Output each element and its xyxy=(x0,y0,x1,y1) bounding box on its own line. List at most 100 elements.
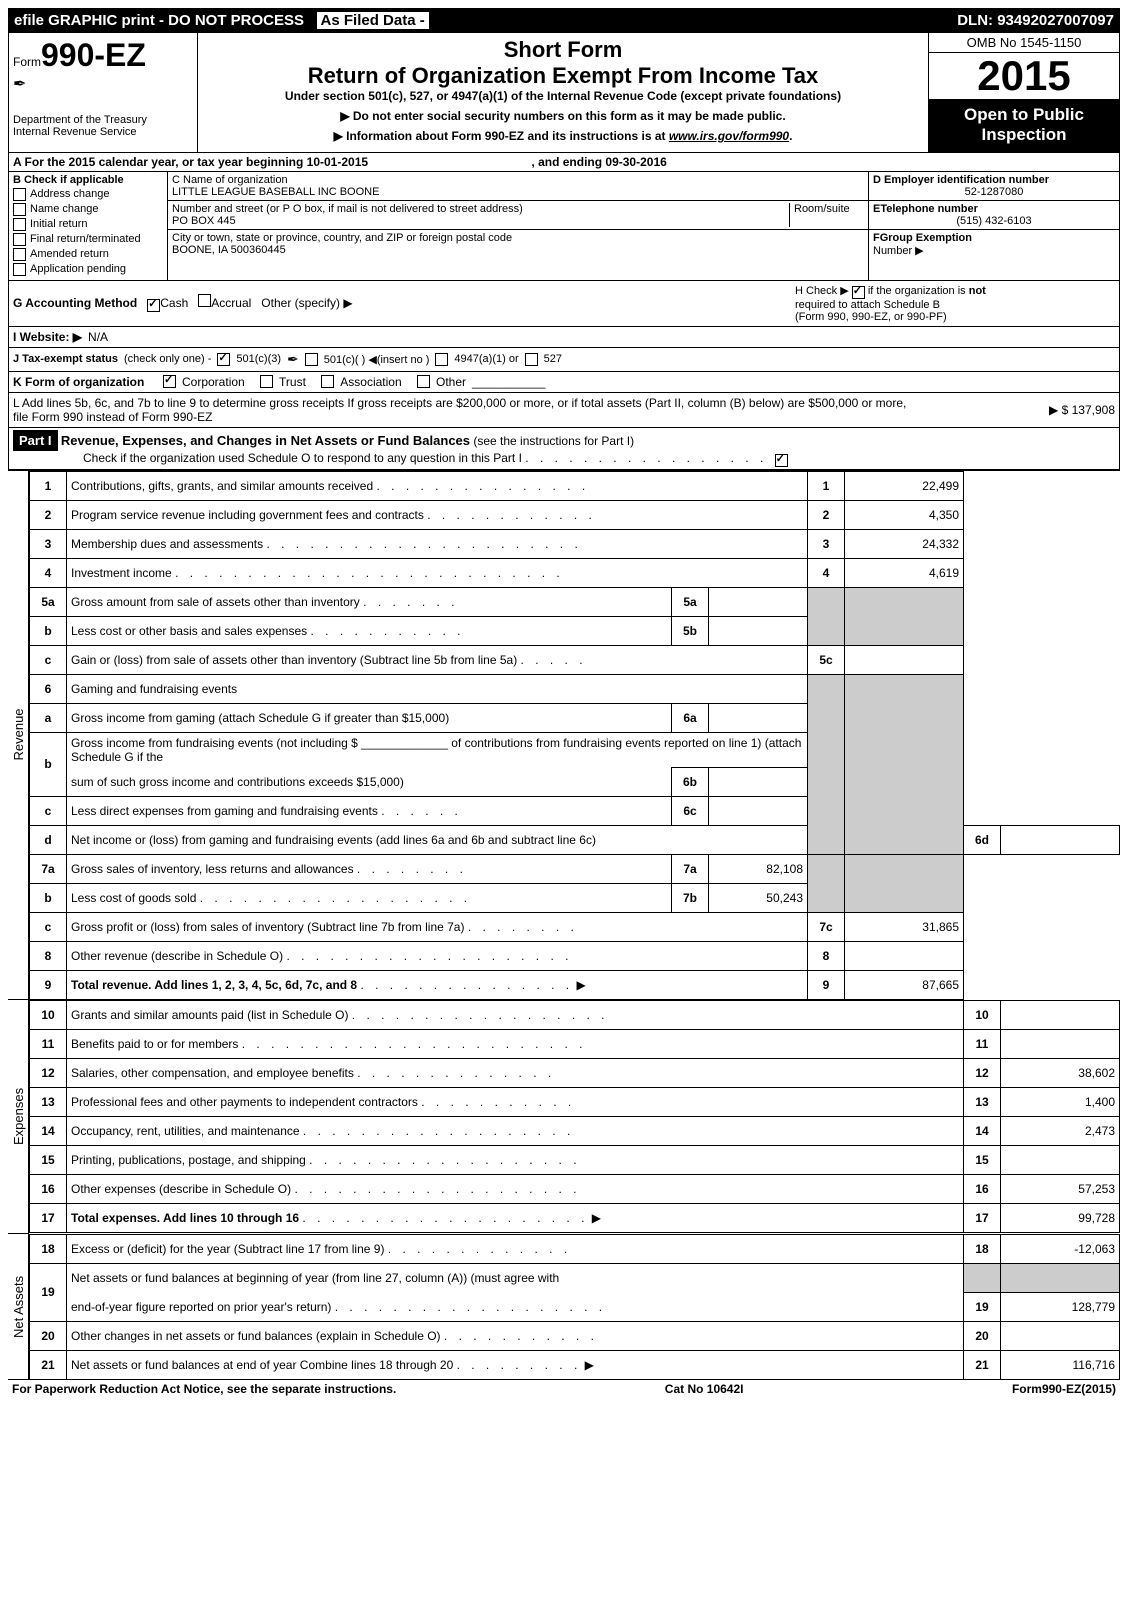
tax-exempt-label: J Tax-exempt status xyxy=(13,353,118,365)
inspection-label: Inspection xyxy=(931,125,1117,145)
line-7b-num: b xyxy=(30,883,67,912)
line-21-num: 21 xyxy=(30,1350,67,1379)
line-7a-sval: 82,108 xyxy=(709,854,808,883)
form-header: Form990-EZ ✒ Department of the Treasury … xyxy=(8,33,1120,153)
line-17-ref: 17 xyxy=(964,1204,1001,1233)
checkbox-amended-return[interactable] xyxy=(13,248,26,261)
tax-exempt-sub: (check only one) - xyxy=(124,353,211,365)
line-6c-num: c xyxy=(30,796,67,825)
checkbox-527[interactable] xyxy=(525,353,538,366)
part-1-table: Revenue 1 Contributions, gifts, grants, a… xyxy=(8,470,1120,1001)
line-15-desc: Printing, publications, postage, and shi… xyxy=(71,1153,306,1167)
line-16-num: 16 xyxy=(30,1175,67,1204)
part-1-check-text: Check if the organization used Schedule … xyxy=(83,451,522,465)
form-prefix: Form xyxy=(13,55,41,69)
accounting-method-label: G Accounting Method xyxy=(13,296,137,310)
line-9-ref: 9 xyxy=(808,970,845,999)
line-21-desc: Net assets or fund balances at end of ye… xyxy=(71,1358,453,1372)
phone-label: ETelephone number xyxy=(873,203,1115,215)
checkbox-cash[interactable] xyxy=(147,299,160,312)
line-12-desc: Salaries, other compensation, and employ… xyxy=(71,1066,354,1080)
line-13-num: 13 xyxy=(30,1088,67,1117)
line-20-val xyxy=(1001,1321,1120,1350)
checkbox-accrual[interactable] xyxy=(198,294,211,307)
org-name-label: C Name of organization xyxy=(172,174,864,186)
checkbox-association[interactable] xyxy=(321,375,334,388)
line-12-num: 12 xyxy=(30,1059,67,1088)
line-19-num: 19 xyxy=(30,1263,67,1321)
line-6-num: 6 xyxy=(30,674,67,703)
line-6b-sval xyxy=(709,767,808,796)
line-10-desc: Grants and similar amounts paid (list in… xyxy=(71,1008,348,1022)
short-form-label: Short Form xyxy=(202,37,924,63)
checkbox-name-change[interactable] xyxy=(13,203,26,216)
form-number: 990-EZ xyxy=(41,37,146,73)
line-14-desc: Occupancy, rent, utilities, and maintena… xyxy=(71,1124,300,1138)
line-18-desc: Excess or (deficit) for the year (Subtra… xyxy=(71,1242,384,1256)
line-5b-num: b xyxy=(30,616,67,645)
line-6c-desc: Less direct expenses from gaming and fun… xyxy=(71,804,378,818)
checkbox-corporation[interactable] xyxy=(163,375,176,388)
checkbox-trust[interactable] xyxy=(260,375,273,388)
instr-2a: ▶ Information about Form 990-EZ and its … xyxy=(334,129,669,143)
section-a: A For the 2015 calendar year, or tax yea… xyxy=(8,153,1120,172)
line-4-desc: Investment income xyxy=(71,566,172,580)
section-b-c-d: B Check if applicable Address change Nam… xyxy=(8,172,1120,281)
line-3-num: 3 xyxy=(30,529,67,558)
instr-1: ▶ Do not enter social security numbers o… xyxy=(202,109,924,123)
tax-year-end: , and ending 09-30-2016 xyxy=(531,155,666,169)
section-k: K Form of organization Corporation Trust… xyxy=(8,372,1120,393)
line-6b-desc1: Gross income from fundraising events (no… xyxy=(67,732,808,767)
checkbox-address-change[interactable] xyxy=(13,188,26,201)
line-14-ref: 14 xyxy=(964,1117,1001,1146)
line-17-val: 99,728 xyxy=(1001,1204,1120,1233)
dept-irs: Internal Revenue Service xyxy=(13,126,193,138)
line-7c-ref: 7c xyxy=(808,912,845,941)
line-1-ref: 1 xyxy=(808,471,845,500)
part-1-label: Part I xyxy=(13,430,58,451)
line-19-ref: 19 xyxy=(964,1292,1001,1321)
open-to-public: Open to Public xyxy=(931,105,1117,125)
line-2-desc: Program service revenue including govern… xyxy=(71,508,424,522)
checkbox-501c3[interactable] xyxy=(217,353,230,366)
checkbox-501c[interactable] xyxy=(305,353,318,366)
label-accrual: Accrual xyxy=(211,296,251,310)
line-5a-sval xyxy=(709,587,808,616)
checkbox-schedule-b[interactable] xyxy=(852,286,865,299)
line-3-ref: 3 xyxy=(808,529,845,558)
section-l: L Add lines 5b, 6c, and 7b to line 9 to … xyxy=(8,393,1120,428)
line-16-desc: Other expenses (describe in Schedule O) xyxy=(71,1182,291,1196)
checkbox-initial-return[interactable] xyxy=(13,218,26,231)
line-16-val: 57,253 xyxy=(1001,1175,1120,1204)
tax-year: 2015 xyxy=(929,53,1119,99)
line-7c-val: 31,865 xyxy=(845,912,964,941)
checkbox-4947[interactable] xyxy=(435,353,448,366)
line-20-desc: Other changes in net assets or fund bala… xyxy=(71,1329,441,1343)
line-8-val xyxy=(845,941,964,970)
line-5c-desc: Gain or (loss) from sale of assets other… xyxy=(71,653,517,667)
line-7a-desc: Gross sales of inventory, less returns a… xyxy=(71,862,354,876)
line-6d-ref: 6d xyxy=(964,825,1001,854)
part-1-sub: (see the instructions for Part I) xyxy=(473,434,634,448)
checkbox-other-org[interactable] xyxy=(417,375,430,388)
line-17-desc: Total expenses. Add lines 10 through 16 xyxy=(71,1211,299,1225)
h-not: not xyxy=(969,285,986,297)
checkbox-application-pending[interactable] xyxy=(13,263,26,276)
line-5b-desc: Less cost or other basis and sales expen… xyxy=(71,624,307,638)
line-1-desc: Contributions, gifts, grants, and simila… xyxy=(71,479,373,493)
line-7b-desc: Less cost of goods sold xyxy=(71,891,196,905)
org-name: LITTLE LEAGUE BASEBALL INC BOONE xyxy=(172,186,864,198)
section-j: J Tax-exempt status(check only one) - 50… xyxy=(8,348,1120,372)
label-address-change: Address change xyxy=(30,188,110,200)
line-9-num: 9 xyxy=(30,970,67,999)
irs-link[interactable]: www.irs.gov/form990 xyxy=(669,129,789,143)
checkbox-schedule-o[interactable] xyxy=(775,454,788,467)
line-9-val: 87,665 xyxy=(845,970,964,999)
phone-value: (515) 432-6103 xyxy=(873,215,1115,227)
label-cash: Cash xyxy=(160,296,188,310)
checkbox-final-return[interactable] xyxy=(13,233,26,246)
line-5a-desc: Gross amount from sale of assets other t… xyxy=(71,595,360,609)
line-6d-num: d xyxy=(30,825,67,854)
ein-value: 52-1287080 xyxy=(873,186,1115,198)
revenue-label: Revenue xyxy=(8,470,29,1000)
